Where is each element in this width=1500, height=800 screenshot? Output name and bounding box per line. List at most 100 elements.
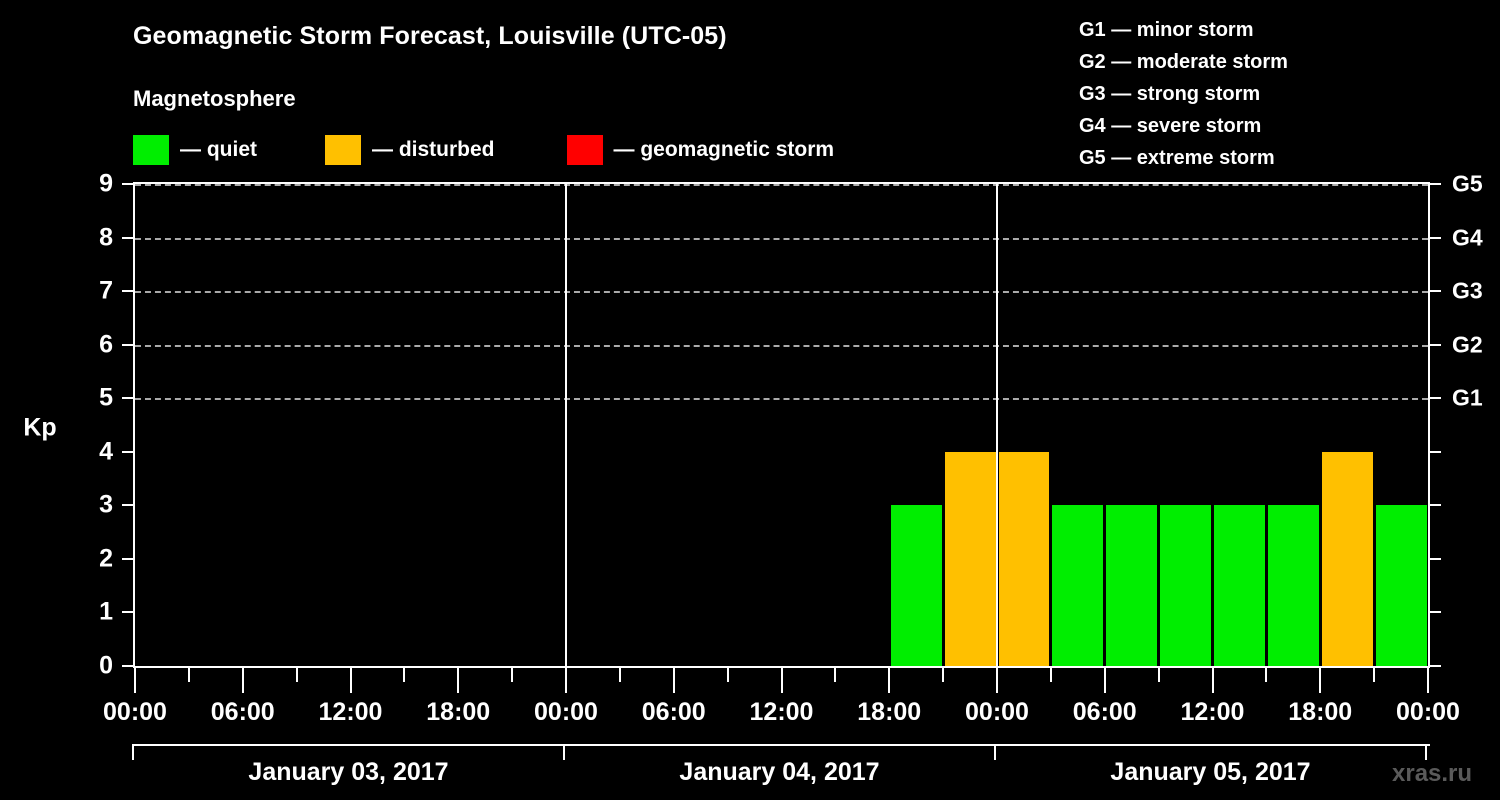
y-axis-label-3: 3	[99, 490, 113, 519]
gscale-row-3: G3 — strong storm	[1079, 83, 1261, 105]
watermark: xras.ru	[1392, 760, 1473, 787]
y-tick-right-6	[1430, 343, 1441, 346]
legend-swatch-geomagnetic-storm	[566, 135, 603, 165]
y-tick-right-0	[1430, 665, 1441, 667]
y-tick-right-5	[1430, 397, 1441, 400]
x-tick-major-16	[996, 668, 998, 693]
x-tick-major-18	[1103, 668, 1106, 693]
gscale-row-2: G2 — moderate storm	[1079, 51, 1288, 73]
legend-label-disturbed: — disturbed	[372, 138, 495, 161]
legend: — quiet — disturbed — geomagnetic storm	[133, 133, 834, 167]
day-label-3: January 05, 2017	[1110, 758, 1311, 786]
gridline-kp-5	[135, 398, 1428, 401]
x-tick-major-22	[1319, 668, 1322, 693]
x-tick-major-6	[457, 668, 460, 693]
page-title: Geomagnetic Storm Forecast, Louisville (…	[133, 22, 727, 50]
g-axis-label-G2: G2	[1452, 331, 1483, 358]
x-tick-major-4	[349, 668, 352, 693]
x-axis-label-10: 12:00	[1180, 698, 1245, 726]
chart-plot-area: 0 1 2 3 4 5 6 7 8 9 G1 G2 G3 G4 G5 Kp 00:00 06:00 12:00 18:…	[23, 170, 1482, 727]
legend-label-geomagnetic-storm: — geomagnetic storm	[613, 138, 835, 161]
legend-item-geomagnetic-storm: — geomagnetic storm	[566, 133, 835, 167]
gscale-row-5: G5 — extreme storm	[1079, 147, 1275, 169]
y-axis-label-1: 1	[99, 597, 113, 626]
y-tick-left-9	[122, 183, 133, 185]
gscale-row-1: G1 — minor storm	[1079, 19, 1254, 41]
y-tick-right-4	[1430, 450, 1441, 453]
x-axis-label-9: 06:00	[1072, 698, 1137, 726]
y-tick-right-1	[1430, 611, 1441, 614]
bar	[998, 451, 1050, 666]
x-axis-label-6: 12:00	[749, 698, 814, 726]
gridline-kp-8	[135, 237, 1428, 240]
x-tick-minor-5	[403, 668, 406, 682]
y-axis-title: Kp	[23, 413, 57, 442]
bar	[1214, 505, 1265, 666]
y-tick-left-6	[122, 343, 133, 346]
gridline-kp-7	[135, 291, 1428, 294]
y-axis-label-4: 4	[99, 437, 113, 466]
g-axis-label-G4: G4	[1452, 224, 1483, 251]
y-axis-label-6: 6	[99, 330, 113, 359]
y-axis-label-7: 7	[99, 276, 113, 305]
bar	[890, 505, 942, 666]
x-tick-major-0	[134, 668, 136, 693]
gscale-legend: G1 — minor storm G2 — moderate storm G3 — …	[1079, 14, 1288, 174]
x-axis-label-11: 18:00	[1288, 698, 1353, 726]
x-axis-label-0: 00:00	[103, 698, 167, 726]
y-tick-left-4	[122, 450, 133, 453]
bar	[1321, 451, 1373, 666]
y-axis-label-0: 0	[99, 651, 113, 680]
gscale-row-4: G4 — severe storm	[1079, 115, 1262, 137]
y-tick-right-3	[1430, 504, 1441, 507]
legend-swatch-disturbed	[325, 135, 361, 165]
legend-swatch-quiet	[133, 135, 169, 165]
x-tick-minor-13	[834, 668, 837, 682]
x-tick-major-12	[780, 668, 783, 693]
x-tick-minor-9	[618, 668, 621, 682]
day-bracket-tick-2	[994, 744, 996, 760]
gridline-kp-9	[135, 184, 1428, 186]
x-axis-label-5: 06:00	[641, 698, 706, 726]
bar	[1160, 505, 1211, 666]
gridline-kp-6	[135, 344, 1428, 347]
x-axis-label-4: 00:00	[534, 698, 598, 726]
x-tick-major-2	[241, 668, 244, 693]
day-bracket-tick-1	[563, 744, 565, 760]
day-bracket-tick-3	[1425, 744, 1427, 760]
y-tick-left-1	[122, 611, 133, 614]
legend-item-disturbed: — disturbed	[325, 133, 495, 167]
chart-inner	[135, 184, 1428, 666]
x-axis-label-12: 00:00	[1396, 698, 1460, 726]
y-tick-left-7	[122, 290, 133, 293]
y-tick-left-8	[122, 236, 133, 239]
bar	[1106, 505, 1158, 666]
x-axis-label-8: 00:00	[965, 698, 1029, 726]
day-separator-2	[996, 184, 998, 666]
x-tick-minor-19	[1157, 668, 1160, 682]
x-axis-label-1: 06:00	[210, 698, 275, 726]
bar	[944, 451, 996, 666]
x-axis-label-2: 12:00	[318, 698, 383, 726]
bar	[1375, 505, 1427, 666]
day-label-1: January 03, 2017	[248, 758, 449, 786]
day-bracket-tick-0	[132, 744, 134, 760]
y-axis-label-9: 9	[99, 169, 113, 198]
bar	[1267, 505, 1319, 666]
y-tick-right-2	[1430, 557, 1441, 560]
g-axis-label-G1: G1	[1452, 384, 1483, 411]
y-tick-left-2	[122, 557, 133, 560]
g-axis-label-G3: G3	[1452, 277, 1483, 304]
day-axis: January 03, 2017 January 04, 2017 January …	[132, 744, 1430, 786]
x-tick-major-14	[888, 668, 891, 693]
x-tick-major-8	[565, 668, 567, 693]
x-tick-minor-11	[726, 668, 729, 682]
y-tick-left-0	[122, 665, 133, 667]
y-tick-left-5	[122, 397, 133, 400]
y-tick-right-8	[1430, 236, 1441, 239]
legend-label-quiet: — quiet	[180, 138, 257, 161]
y-tick-right-9	[1430, 183, 1441, 185]
legend-item-quiet: — quiet	[133, 133, 257, 167]
x-tick-minor-3	[295, 668, 298, 682]
x-tick-minor-17	[1049, 668, 1052, 682]
